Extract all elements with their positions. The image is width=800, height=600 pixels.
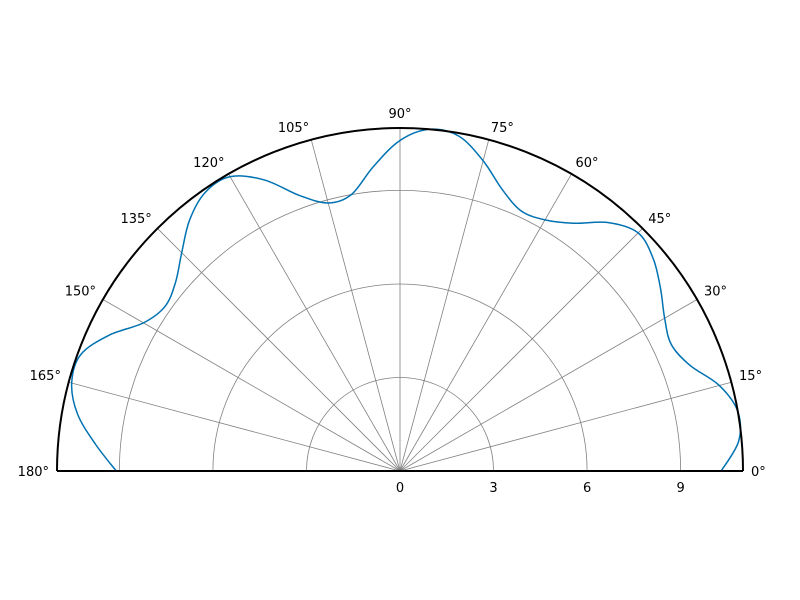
grid xyxy=(68,128,732,472)
theta-grid-line xyxy=(399,228,643,472)
theta-grid-line xyxy=(228,173,401,472)
theta-grid-line xyxy=(399,173,572,472)
r-tick-label: 9 xyxy=(676,481,684,496)
theta-tick-label: 75° xyxy=(491,121,514,136)
theta-tick-label: 90° xyxy=(388,107,411,122)
theta-tick-label: 60° xyxy=(576,156,599,171)
theta-grid-line xyxy=(102,299,401,472)
theta-tick-label: 135° xyxy=(120,212,151,227)
theta-grid-line xyxy=(399,139,490,472)
theta-tick-label: 150° xyxy=(65,285,96,300)
theta-tick-label: 30° xyxy=(704,285,727,300)
r-tick-label: 6 xyxy=(583,481,591,496)
outer-arc xyxy=(56,127,744,472)
theta-grid-line xyxy=(399,381,732,472)
theta-tick-label: 15° xyxy=(739,369,762,384)
theta-tick-label: 120° xyxy=(193,156,224,171)
theta-grid-line xyxy=(157,228,401,472)
r-grid-arc xyxy=(118,189,682,472)
chart-frame xyxy=(56,127,744,472)
theta-grid-line xyxy=(399,299,698,472)
r-tick-label: 3 xyxy=(489,481,497,496)
r-tick-label: 0 xyxy=(396,481,404,496)
tick-labels: 0° 15° 30° 45° 60° 75° 90° 105° 120° 135° 150° 165°… xyxy=(18,107,766,496)
r-grid-arc xyxy=(212,283,588,472)
theta-tick-label: 180° xyxy=(18,465,49,480)
series-layer xyxy=(70,128,742,472)
theta-grid-line xyxy=(310,139,401,472)
series-line xyxy=(70,128,742,472)
theta-tick-label: 0° xyxy=(751,465,766,480)
theta-tick-label: 165° xyxy=(30,369,61,384)
theta-tick-label: 45° xyxy=(648,212,671,227)
theta-grid-line xyxy=(68,381,401,472)
theta-tick-label: 105° xyxy=(278,121,309,136)
r-grid-arc xyxy=(306,377,494,472)
